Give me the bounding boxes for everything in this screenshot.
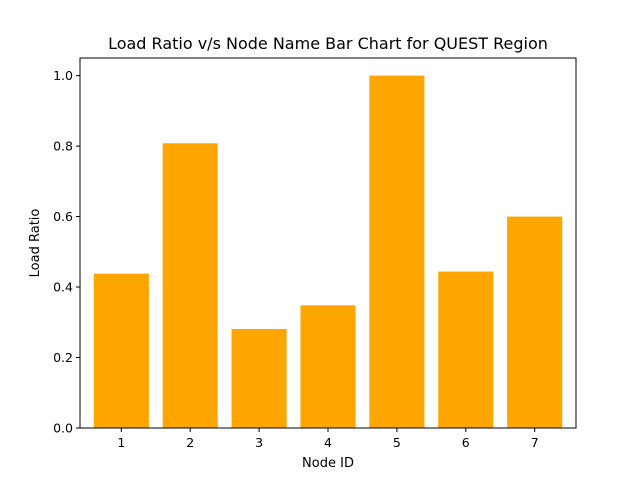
x-tick-label: 1 <box>117 435 125 450</box>
bar-node-4 <box>300 305 356 428</box>
y-tick-label: 1.0 <box>53 68 73 83</box>
x-tick-label: 5 <box>393 435 401 450</box>
bar-node-7 <box>507 216 563 428</box>
x-axis-ticks: 1 2 3 4 5 6 7 <box>117 428 539 450</box>
y-tick-label: 0.4 <box>53 280 73 295</box>
y-tick-label: 0.6 <box>53 209 73 224</box>
x-tick-label: 2 <box>186 435 194 450</box>
x-tick-label: 3 <box>255 435 263 450</box>
y-axis-ticks: 0.0 0.2 0.4 0.6 0.8 1.0 <box>53 68 80 436</box>
bar-node-5 <box>369 75 425 428</box>
bar-node-6 <box>438 271 494 428</box>
y-axis-label: Load Ratio <box>28 209 43 278</box>
y-tick-label: 0.0 <box>53 421 73 436</box>
bars-group <box>93 75 563 428</box>
x-tick-label: 6 <box>462 435 470 450</box>
bar-node-2 <box>162 143 218 428</box>
plot-frame <box>79 57 577 429</box>
x-tick-label: 4 <box>324 435 332 450</box>
x-axis-label: Node ID <box>302 456 354 471</box>
y-tick-label: 0.2 <box>53 350 73 365</box>
bar-node-1 <box>93 273 149 428</box>
bar-node-3 <box>231 328 287 428</box>
x-tick-label: 7 <box>531 435 539 450</box>
chart-title: Load Ratio v/s Node Name Bar Chart for Q… <box>108 34 548 53</box>
y-tick-label: 0.8 <box>53 139 73 154</box>
